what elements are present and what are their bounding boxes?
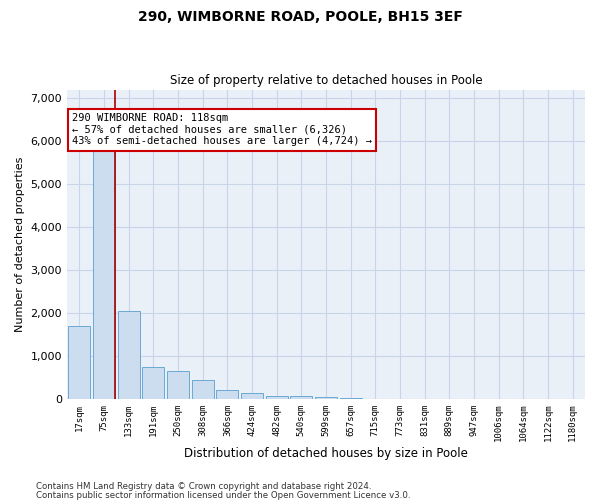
Text: Contains HM Land Registry data © Crown copyright and database right 2024.: Contains HM Land Registry data © Crown c…: [36, 482, 371, 491]
Bar: [167, 371, 189, 399]
Bar: [340, 398, 362, 399]
Bar: [142, 366, 164, 399]
Bar: [191, 380, 214, 399]
Bar: [315, 397, 337, 399]
X-axis label: Distribution of detached houses by size in Poole: Distribution of detached houses by size …: [184, 447, 468, 460]
Bar: [118, 311, 140, 399]
Bar: [93, 150, 115, 399]
Y-axis label: Number of detached properties: Number of detached properties: [15, 156, 25, 332]
Bar: [241, 394, 263, 399]
Text: 290 WIMBORNE ROAD: 118sqm
← 57% of detached houses are smaller (6,326)
43% of se: 290 WIMBORNE ROAD: 118sqm ← 57% of detac…: [72, 113, 372, 146]
Bar: [68, 326, 91, 399]
Bar: [266, 396, 288, 399]
Title: Size of property relative to detached houses in Poole: Size of property relative to detached ho…: [170, 74, 482, 87]
Text: 290, WIMBORNE ROAD, POOLE, BH15 3EF: 290, WIMBORNE ROAD, POOLE, BH15 3EF: [137, 10, 463, 24]
Bar: [216, 390, 238, 399]
Text: Contains public sector information licensed under the Open Government Licence v3: Contains public sector information licen…: [36, 491, 410, 500]
Bar: [290, 396, 313, 399]
